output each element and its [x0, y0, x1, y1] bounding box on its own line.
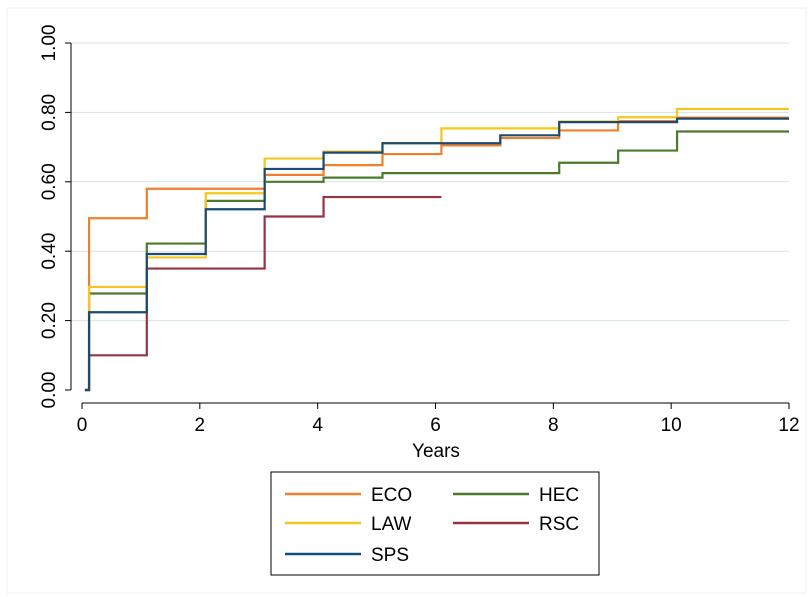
y-tick-label-3: 0.60	[39, 163, 60, 200]
x-tick-label-4: 8	[548, 415, 559, 436]
y-tick-label-0: 0.00	[39, 372, 60, 409]
x-tick-label-5: 10	[661, 415, 682, 436]
series-line-eco	[84, 116, 789, 392]
plot-lines	[84, 107, 789, 392]
legend-label-hec: HEC	[539, 485, 579, 506]
y-tick-label-4: 0.80	[39, 94, 60, 131]
x-tick-label-3: 6	[430, 415, 441, 436]
legend-label-eco: ECO	[371, 485, 412, 506]
y-tick-label-2: 0.40	[39, 233, 60, 270]
legend-label-sps: SPS	[371, 545, 409, 566]
x-tick-label-0: 0	[77, 415, 88, 436]
outer-border	[6, 7, 807, 594]
legend: ECO HEC LAW RSC SPS	[270, 471, 600, 576]
y-tick-label-5: 1.00	[39, 25, 60, 62]
axes: 0.00 0.20 0.40 0.60 0.80 1.00 0 2 4 6 8 10 12	[39, 25, 800, 436]
legend-label-law: LAW	[371, 514, 412, 535]
gridlines	[68, 42, 789, 322]
x-axis-label: Years	[412, 441, 460, 462]
x-tick-label-6: 12	[778, 415, 799, 436]
legend-label-rsc: RSC	[539, 514, 579, 535]
y-tick-label-1: 0.20	[39, 302, 60, 339]
x-tick-label-1: 2	[195, 415, 206, 436]
x-tick-label-2: 4	[312, 415, 323, 436]
series-line-sps	[84, 117, 789, 392]
